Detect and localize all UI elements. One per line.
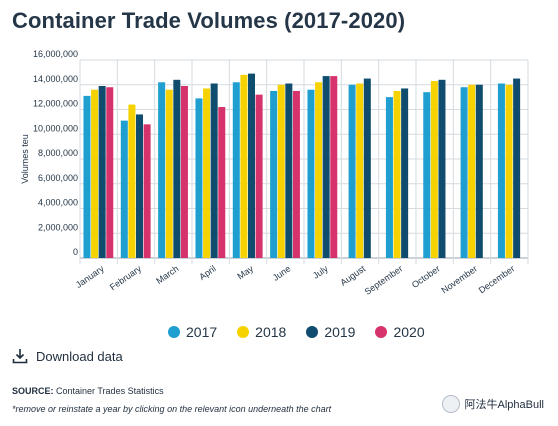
bar-2020-february xyxy=(143,124,151,258)
bar-2017-july xyxy=(307,89,315,258)
legend-item-2018[interactable]: 2018 xyxy=(237,324,286,340)
bar-2020-july xyxy=(330,76,338,259)
bar-2017-february xyxy=(120,120,128,258)
bar-2019-february xyxy=(136,114,143,258)
y-tick-label: 6,000,000 xyxy=(38,173,78,183)
bar-2019-august xyxy=(363,78,371,258)
wechat-icon xyxy=(441,395,460,413)
bar-2017-april xyxy=(195,98,203,258)
x-tick-label: April xyxy=(197,263,217,282)
bar-2017-october xyxy=(423,92,431,258)
bar-2018-april xyxy=(203,88,211,259)
bar-2018-july xyxy=(315,82,323,259)
bar-2017-june xyxy=(270,90,278,258)
watermark: 阿法牛AlphaBull xyxy=(441,395,544,413)
bar-2018-june xyxy=(277,84,285,258)
bar-2018-may xyxy=(240,74,248,258)
x-tick-label: November xyxy=(439,263,479,295)
y-tick-label: 2,000,000 xyxy=(38,222,78,232)
bar-2018-august xyxy=(356,83,364,258)
x-tick-label: December xyxy=(477,263,517,295)
watermark-text: 阿法牛AlphaBull xyxy=(464,399,544,411)
legend-item-2019[interactable]: 2019 xyxy=(306,324,355,340)
source-line: SOURCE: Container Trades Statistics xyxy=(12,386,164,396)
download-label: Download data xyxy=(36,348,123,364)
bar-2017-march xyxy=(158,82,166,259)
download-icon xyxy=(12,348,28,364)
bar-2020-january xyxy=(106,87,114,258)
y-tick-label: 10,000,000 xyxy=(33,123,78,133)
x-tick-label: June xyxy=(271,263,293,282)
legend-dot-2017 xyxy=(168,326,180,338)
y-tick-label: 4,000,000 xyxy=(38,198,78,208)
bar-2018-september xyxy=(393,90,401,258)
legend-label-2020: 2020 xyxy=(393,324,425,340)
y-tick-label: 12,000,000 xyxy=(33,99,78,109)
y-tick-label: 0 xyxy=(73,247,78,257)
legend: 2017 2018 2019 2020 xyxy=(168,324,425,340)
bar-2018-december xyxy=(505,84,513,258)
bar-2018-october xyxy=(430,81,438,258)
source-label: SOURCE: xyxy=(12,386,54,396)
legend-label-2018: 2018 xyxy=(255,324,287,340)
x-tick-label: July xyxy=(311,263,330,281)
bar-2017-september xyxy=(385,97,393,258)
y-tick-label: 8,000,000 xyxy=(38,148,78,158)
download-data-button[interactable]: Download data xyxy=(12,348,123,364)
y-tick-label: 14,000,000 xyxy=(33,74,78,84)
x-tick-label: March xyxy=(154,263,180,286)
legend-item-2020[interactable]: 2020 xyxy=(375,324,425,340)
bar-2019-may xyxy=(248,73,255,258)
bar-2019-december xyxy=(513,78,521,258)
bar-2017-january xyxy=(83,95,91,258)
x-tick-label: August xyxy=(338,263,367,288)
legend-item-2017[interactable]: 2017 xyxy=(168,324,217,340)
bar-2019-september xyxy=(401,88,409,259)
chart-note: *remove or reinstate a year by clicking … xyxy=(12,404,332,414)
legend-label-2019: 2019 xyxy=(324,324,356,340)
bar-2019-october xyxy=(438,79,446,258)
bar-2020-march xyxy=(180,85,188,258)
bar-2017-august xyxy=(348,84,356,258)
bar-2020-june xyxy=(292,90,300,258)
bar-2018-march xyxy=(165,89,173,258)
x-tick-label: January xyxy=(74,263,106,290)
x-tick-label: May xyxy=(235,263,255,281)
bar-2019-november xyxy=(475,84,483,258)
x-tick-label: October xyxy=(410,263,442,290)
bar-2019-march xyxy=(173,79,181,258)
bar-2017-december xyxy=(497,83,505,258)
source-text: Container Trades Statistics xyxy=(56,386,164,396)
chart-title: Container Trade Volumes (2017-2020) xyxy=(12,8,406,33)
y-axis-label: Volumes teu xyxy=(20,134,30,184)
legend-label-2017: 2017 xyxy=(186,324,218,340)
bar-2019-june xyxy=(285,83,293,258)
bar-chart: 0 2,000,000 4,000,000 6,000,000 8,000,000 10,… xyxy=(20,49,529,297)
bar-2018-february xyxy=(128,104,136,258)
bar-2018-november xyxy=(468,84,476,258)
bar-2017-may xyxy=(232,82,240,259)
x-tick-label: September xyxy=(363,263,405,296)
bar-2019-january xyxy=(98,85,106,258)
bar-2018-january xyxy=(91,89,99,258)
bar-2020-april xyxy=(218,107,226,259)
x-tick-label: February xyxy=(108,263,144,292)
y-tick-label: 16,000,000 xyxy=(33,49,78,59)
legend-dot-2020 xyxy=(375,326,388,338)
bar-2020-may xyxy=(255,94,263,259)
legend-dot-2018 xyxy=(237,326,250,338)
legend-dot-2019 xyxy=(306,326,319,338)
bar-2017-november xyxy=(460,87,468,258)
bar-2019-april xyxy=(210,83,218,258)
bar-2019-july xyxy=(322,76,330,259)
